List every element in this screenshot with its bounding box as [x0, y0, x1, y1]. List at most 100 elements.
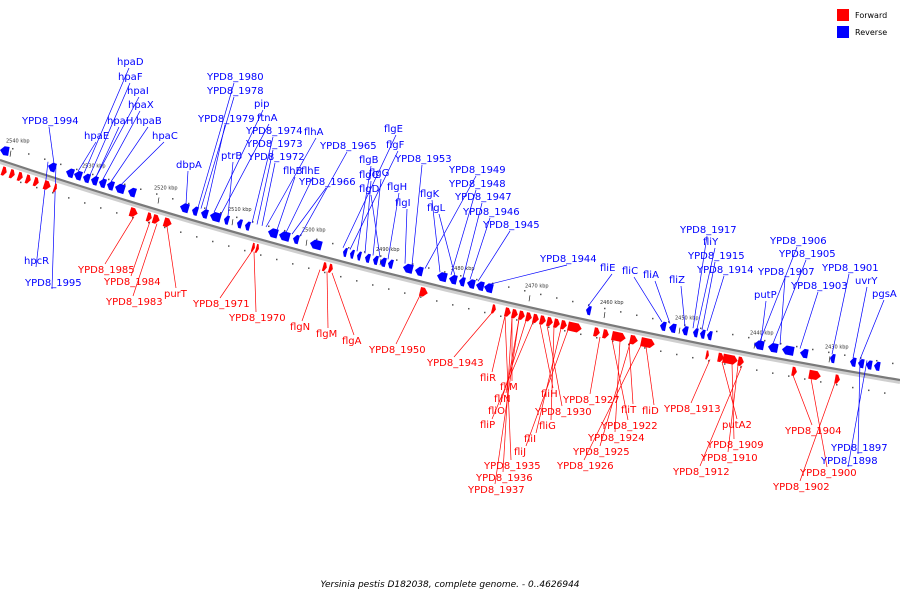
leader-line — [197, 82, 235, 208]
forward-gene-label: fliM — [500, 382, 518, 393]
reverse-gene-arrow — [380, 257, 387, 268]
leader-line — [810, 378, 828, 468]
minor-tick-dot — [508, 286, 510, 288]
kbp-tick-label: 2430 kbp — [825, 344, 849, 350]
reverse-gene-label: hpaB — [136, 116, 162, 127]
reverse-gene-label: hpcR — [24, 256, 49, 267]
reverse-gene-label: flgL — [427, 203, 446, 214]
forward-gene-arrow — [151, 214, 160, 224]
leader-line — [404, 208, 408, 264]
leader-line — [859, 299, 885, 360]
minor-tick-dots — [12, 147, 894, 394]
minor-tick-dot — [420, 296, 422, 298]
leader-line — [699, 365, 743, 467]
minor-tick-dot — [228, 245, 230, 247]
reverse-gene-label: putP — [754, 290, 777, 301]
minor-tick-dot — [876, 359, 878, 362]
leader-line — [104, 216, 135, 265]
leader-line — [628, 343, 634, 405]
leader-line — [831, 273, 850, 355]
minor-tick-dot — [180, 231, 182, 233]
leader-line — [680, 285, 686, 327]
forward-gene-label: YPD8_1936 — [475, 473, 533, 484]
forward-gene-label: YPD8_1927 — [562, 395, 620, 406]
leader-line — [95, 96, 140, 178]
kbp-tick-label: 2450 kbp — [675, 316, 699, 322]
reverse-gene-arrow — [365, 253, 371, 264]
reverse-gene-label: YPD8_1905 — [778, 249, 836, 260]
minor-tick-dot — [348, 247, 350, 249]
forward-gene-arrow — [490, 304, 496, 314]
minor-tick-dot — [148, 221, 150, 224]
reverse-gene-arrow — [210, 211, 222, 223]
reverse-gene-arrow — [484, 283, 494, 294]
kbp-tick-label: 2480 kbp — [451, 266, 475, 272]
leader-line — [424, 175, 477, 269]
reverse-gene-label: YPD8_1897 — [830, 443, 888, 454]
forward-gene-label: purT — [164, 289, 188, 300]
forward-gene-label: YPD8_1930 — [534, 407, 592, 418]
reverse-gene-label: YPD8_1945 — [482, 220, 540, 231]
reverse-gene-label: YPD8_1948 — [448, 179, 506, 190]
leader-line — [599, 343, 631, 447]
reverse-gene-arrow — [357, 251, 363, 261]
forward-gene-label: fliR — [480, 373, 496, 384]
leader-line — [502, 317, 513, 473]
kbp-tick-label: 2460 kbp — [600, 300, 624, 306]
minor-tick-dot — [380, 255, 382, 257]
reverse-gene-label: fliZ — [669, 275, 685, 286]
reverse-gene-arrow — [403, 263, 414, 274]
forward-gene-label: fliD — [642, 406, 659, 417]
leader-line — [438, 213, 456, 276]
legend-forward-label: Forward — [855, 11, 887, 20]
minor-tick-dot — [556, 297, 558, 299]
forward-gene-arrow — [808, 369, 821, 381]
reverse-gene-label: YPD8_1953 — [394, 154, 452, 165]
kbp-tick-mark — [9, 150, 12, 157]
reverse-gene-label: YPD8_1978 — [206, 86, 264, 97]
minor-tick-dot — [700, 327, 702, 330]
reverse-gene-label: YPD8_1917 — [679, 225, 737, 236]
forward-gene-label: YPD8_1912 — [672, 467, 730, 478]
gene-labels: YPD8_1994 hpaD hpaF hpaI hpaX hpaH hpaE hpaB hpa… — [21, 57, 897, 496]
forward-gene-arrow — [327, 263, 333, 273]
minor-tick-dot — [676, 353, 678, 356]
reverse-gene-arrow — [682, 326, 689, 336]
leader-line — [525, 329, 569, 447]
reverse-gene-label: YPD8_1974 — [245, 126, 303, 137]
minor-tick-dot — [236, 216, 238, 219]
forward-gene-arrow — [705, 350, 709, 360]
minor-tick-dot — [844, 354, 846, 356]
leader-line — [731, 363, 735, 440]
leader-line — [89, 82, 131, 176]
reverse-gene-arrow — [180, 203, 190, 214]
leader-line — [772, 259, 807, 344]
minor-tick-dot — [124, 183, 126, 186]
reverse-gene-label: YPD8_1973 — [245, 139, 303, 150]
minor-tick-dot — [788, 375, 790, 377]
reverse-gene-arrow — [373, 255, 379, 266]
reverse-gene-label: YPD8_1965 — [319, 141, 377, 152]
reverse-gene-label: fliA — [643, 270, 659, 281]
reverse-gene-label: flgK — [420, 189, 440, 200]
reverse-gene-label: flgF — [386, 140, 405, 151]
forward-gene-arrow — [503, 307, 511, 317]
minor-tick-dot — [364, 251, 366, 253]
minor-tick-dot — [196, 236, 198, 238]
reverse-gene-arrow — [586, 305, 592, 316]
reverse-gene-label: fliE — [600, 263, 615, 274]
leader-line — [491, 315, 506, 373]
forward-gene-label: YPD8_1925 — [572, 447, 630, 458]
minor-tick-dot — [796, 345, 798, 348]
forward-gene-arrow — [611, 331, 626, 342]
reverse-gene-label: hpaI — [127, 86, 149, 97]
reverse-gene-label: flgC — [359, 170, 379, 181]
minor-tick-dot — [132, 217, 134, 219]
forward-gene-arrow — [24, 174, 31, 184]
forward-gene-label: fliT — [621, 405, 637, 416]
forward-gene-label: YPD8_1943 — [426, 358, 484, 369]
leader-line — [477, 230, 511, 282]
reverse-gene-arrow — [660, 321, 667, 332]
leader-line — [276, 176, 296, 231]
forward-gene-label: YPD8_1983 — [105, 297, 163, 308]
